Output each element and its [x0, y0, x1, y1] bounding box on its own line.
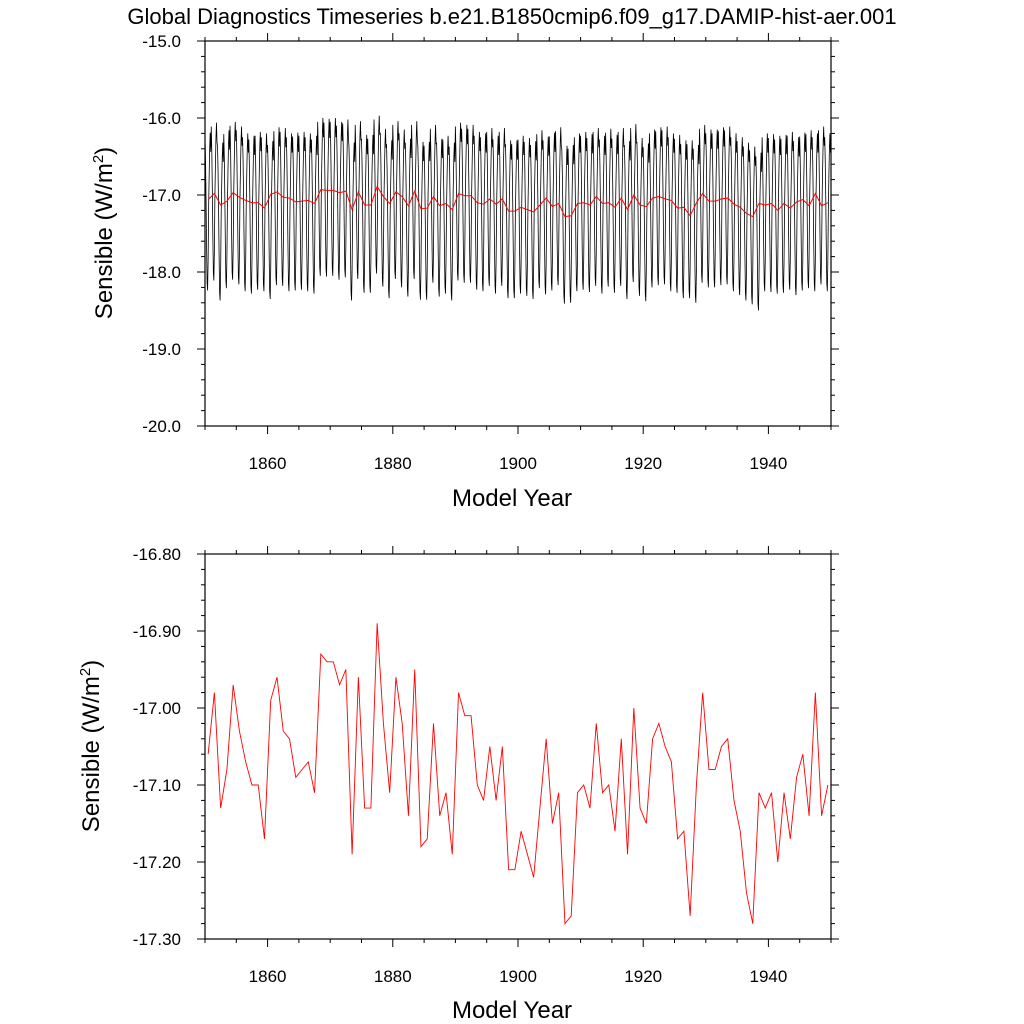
bottom-x-tick-label: 1940 [749, 967, 787, 986]
bottom-y-label-close: ) [78, 660, 105, 668]
top-y-tick-label: -18.0 [142, 263, 181, 282]
bottom-tick-layer: 1860 1880 1900 1920 1940 -16.80 -16.90 -17.00 -1… [133, 545, 839, 986]
bottom-x-axis-label: Model Year [452, 997, 572, 1024]
bottom-series-layer [207, 623, 829, 925]
annual-mean-line-bottom [207, 623, 829, 925]
bottom-y-label-exp: 2 [77, 668, 94, 676]
monthly-series-line [204, 115, 831, 311]
top-y-tick-label: -20.0 [142, 417, 181, 436]
top-y-label-close: ) [91, 147, 118, 155]
bottom-y-tick-label: -16.90 [133, 622, 181, 641]
panel-annual: 1860 1880 1900 1920 1940 -16.80 -16.90 -17.00 -1… [77, 545, 839, 1024]
top-x-tick-label: 1940 [749, 454, 787, 473]
top-x-tick-label: 1860 [249, 454, 287, 473]
top-x-tick-label: 1900 [499, 454, 537, 473]
top-y-label-exp: 2 [90, 155, 107, 163]
bottom-y-tick-label: -16.80 [133, 545, 181, 564]
bottom-x-tick-label: 1860 [249, 967, 287, 986]
top-x-tick-label: 1880 [374, 454, 412, 473]
top-y-tick-label: -17.0 [142, 186, 181, 205]
top-x-tick-label: 1920 [624, 454, 662, 473]
top-y-tick-label: -16.0 [142, 109, 181, 128]
bottom-y-label-main: Sensible (W/m [78, 676, 105, 832]
top-plot-frame [204, 40, 832, 427]
annual-mean-line-top [207, 185, 829, 218]
bottom-y-axis-label: Sensible (W/m2) [77, 660, 105, 832]
top-tick-layer: 1860 1880 1900 1920 1940 -15.0 -16.0 -17.0 -18.0… [142, 32, 839, 473]
panel-monthly: 1860 1880 1900 1920 1940 -15.0 -16.0 -17.0 -18.0… [90, 32, 839, 512]
bottom-x-tick-label: 1900 [499, 967, 537, 986]
bottom-x-tick-label: 1920 [624, 967, 662, 986]
top-y-axis-label: Sensible (W/m2) [90, 147, 118, 319]
bottom-y-tick-label: -17.30 [133, 930, 181, 949]
bottom-y-tick-label: -17.10 [133, 776, 181, 795]
bottom-x-tick-label: 1880 [374, 967, 412, 986]
figure-title: Global Diagnostics Timeseries b.e21.B185… [127, 4, 896, 29]
top-y-label-main: Sensible (W/m [91, 163, 118, 319]
top-x-axis-label: Model Year [452, 485, 572, 512]
bottom-y-tick-label: -17.20 [133, 853, 181, 872]
bottom-y-tick-label: -17.00 [133, 699, 181, 718]
bottom-plot-frame [204, 553, 832, 940]
top-series-layer [204, 115, 831, 311]
top-y-tick-label: -15.0 [142, 32, 181, 51]
top-y-tick-label: -19.0 [142, 340, 181, 359]
